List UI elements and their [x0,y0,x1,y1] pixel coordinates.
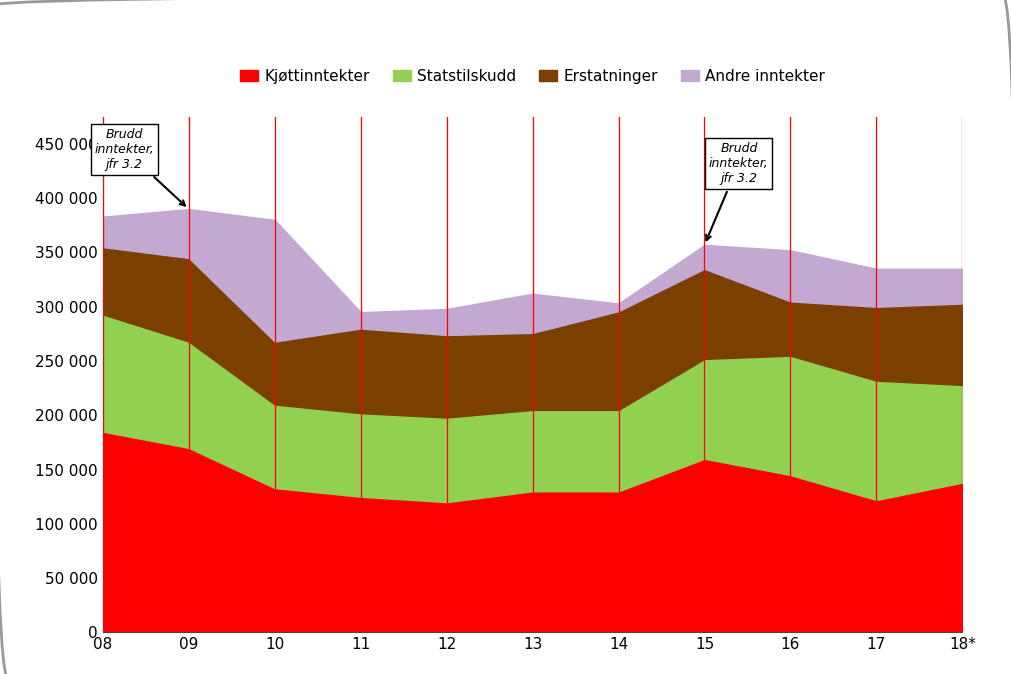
Legend: Kjøttinntekter, Statstilskudd, Erstatninger, Andre inntekter: Kjøttinntekter, Statstilskudd, Erstatnin… [234,63,831,90]
Text: Brudd
inntekter,
jfr 3.2: Brudd inntekter, jfr 3.2 [94,128,185,206]
Text: Brudd
inntekter,
jfr 3.2: Brudd inntekter, jfr 3.2 [706,142,768,240]
